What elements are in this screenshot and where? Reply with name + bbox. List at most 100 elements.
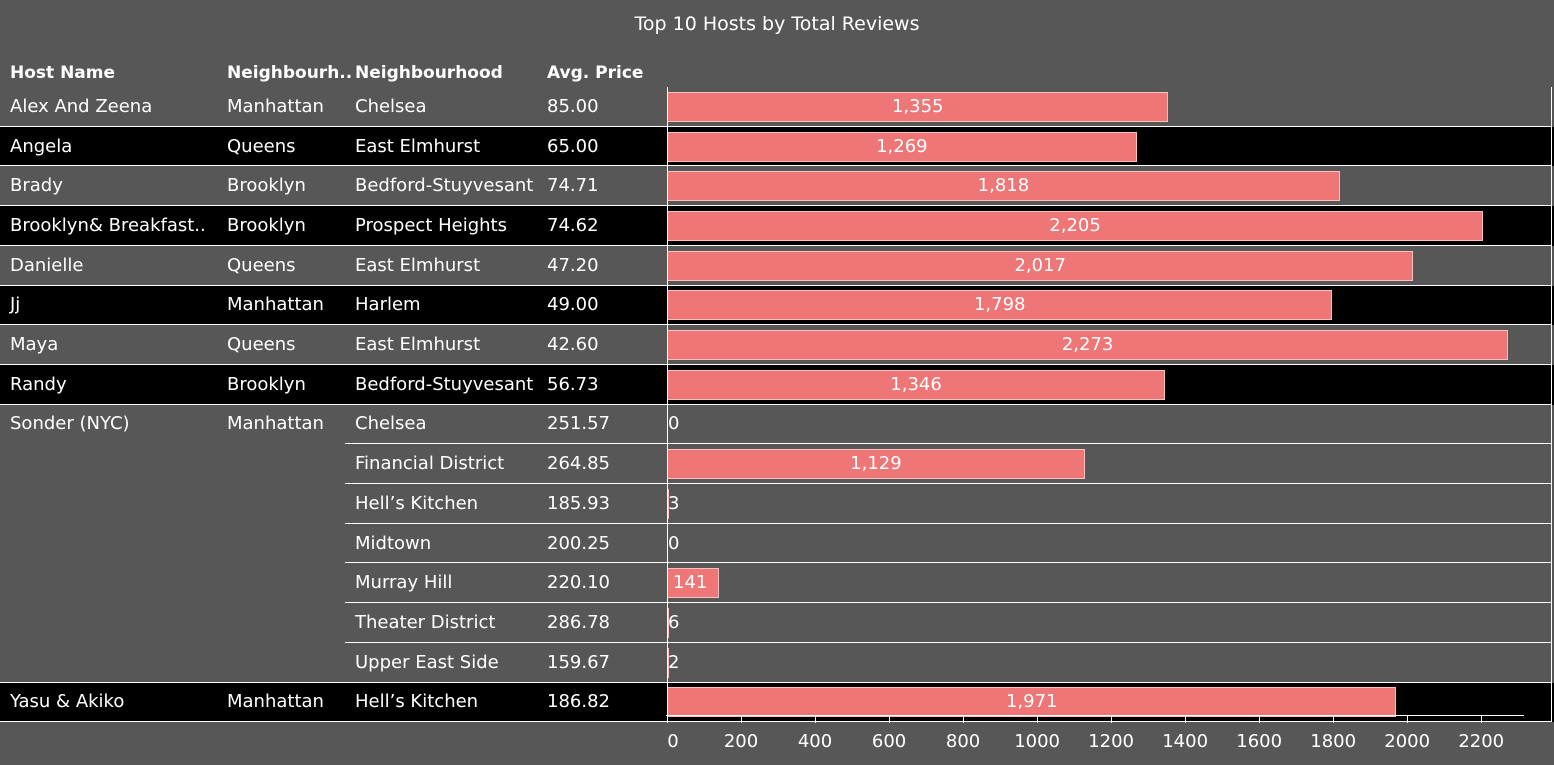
avg-price-cell[interactable]: 186.82 — [547, 691, 610, 713]
neighbourhood-cell[interactable]: Midtown — [355, 532, 432, 554]
bar-value-label: 1,346 — [890, 373, 942, 395]
avg-price-cell[interactable]: 47.20 — [547, 254, 599, 276]
neighbourhood-cell[interactable]: Hell’s Kitchen — [355, 691, 479, 713]
avg-price-cell[interactable]: 200.25 — [547, 532, 610, 554]
x-tick-mark — [1259, 715, 1261, 723]
neighbourhood-cell[interactable]: East Elmhurst — [355, 334, 481, 356]
bar-value-label: 1,971 — [1005, 691, 1058, 713]
x-tick-mark — [667, 715, 668, 723]
row-divider — [0, 205, 1551, 207]
neighbourhood-cell[interactable]: Harlem — [355, 294, 421, 316]
host-name-cell[interactable]: Maya — [10, 334, 59, 356]
bar-value-label: 1,355 — [891, 95, 944, 117]
host-name-cell[interactable]: Randy — [10, 373, 67, 395]
neighbourhood-cell[interactable]: Bedford-Stuyvesant — [355, 373, 534, 395]
x-tick-mark — [815, 715, 817, 723]
x-tick-mark — [1111, 715, 1113, 723]
bar-value-label: 6 — [668, 611, 680, 633]
row-divider — [0, 403, 1551, 405]
plot-left-border — [667, 87, 668, 723]
neighbourhood-group-cell[interactable]: Manhattan — [227, 413, 324, 435]
row-divider — [345, 522, 1551, 524]
x-tick-label: 600 — [871, 731, 907, 752]
review-bar[interactable] — [667, 210, 1484, 241]
neighbourhood-cell[interactable]: Bedford-Stuyvesant — [355, 175, 534, 197]
review-bar[interactable] — [667, 330, 1509, 361]
neighbourhood-cell[interactable]: Chelsea — [355, 413, 427, 435]
avg-price-cell[interactable]: 251.57 — [547, 413, 610, 435]
review-bar[interactable] — [667, 568, 720, 599]
avg-price-cell[interactable]: 85.00 — [547, 95, 599, 117]
neighbourhood-group-cell[interactable]: Manhattan — [227, 95, 324, 117]
avg-price-cell[interactable]: 264.85 — [547, 453, 610, 475]
neighbourhood-group-cell[interactable]: Brooklyn — [227, 175, 306, 197]
neighbourhood-group-cell[interactable]: Brooklyn — [227, 214, 306, 236]
row-divider — [0, 165, 1551, 167]
host-name-cell[interactable]: Sonder (NYC) — [10, 413, 130, 435]
neighbourhood-group-cell[interactable]: Queens — [227, 135, 296, 157]
neighbourhood-cell[interactable]: East Elmhurst — [355, 254, 481, 276]
header-avg-price[interactable]: Avg. Price — [547, 63, 644, 83]
row-divider — [0, 363, 1551, 365]
header-neighbourhood-group[interactable]: Neighbourh.. — [227, 63, 353, 83]
x-tick-label: 1600 — [1236, 731, 1283, 752]
avg-price-cell[interactable]: 74.62 — [547, 214, 599, 236]
review-bar[interactable] — [667, 91, 1169, 122]
neighbourhood-group-cell[interactable]: Queens — [227, 334, 296, 356]
review-bar[interactable] — [667, 250, 1414, 281]
x-tick-label: 1800 — [1310, 731, 1357, 752]
host-name-cell[interactable]: Brady — [10, 175, 63, 197]
row-divider — [0, 244, 1551, 246]
x-tick-mark — [1481, 715, 1483, 723]
row-divider — [345, 562, 1551, 564]
x-tick-label: 2200 — [1458, 731, 1505, 752]
neighbourhood-cell[interactable]: Theater District — [355, 611, 496, 633]
neighbourhood-cell[interactable]: Murray Hill — [355, 572, 453, 594]
x-tick-label: 2000 — [1384, 731, 1431, 752]
x-tick-label: 1400 — [1162, 731, 1209, 752]
header-neighbourhood[interactable]: Neighbourhood — [355, 63, 503, 83]
host-name-cell[interactable]: Jj — [10, 294, 21, 316]
avg-price-cell[interactable]: 74.71 — [547, 175, 599, 197]
neighbourhood-cell[interactable]: East Elmhurst — [355, 135, 481, 157]
host-name-cell[interactable]: Alex And Zeena — [10, 95, 153, 117]
x-tick-label: 200 — [723, 731, 759, 752]
bar-value-label: 2,273 — [1061, 334, 1114, 356]
review-bar[interactable] — [667, 290, 1333, 321]
neighbourhood-cell[interactable]: Upper East Side — [355, 651, 499, 673]
neighbourhood-cell[interactable]: Hell’s Kitchen — [355, 492, 479, 514]
avg-price-cell[interactable]: 56.73 — [547, 373, 599, 395]
row-divider — [0, 721, 1551, 723]
x-tick-label: 0 — [667, 731, 679, 752]
review-bar[interactable] — [667, 171, 1340, 202]
review-bar[interactable] — [667, 131, 1137, 162]
x-tick-label: 1200 — [1088, 731, 1135, 752]
x-tick-mark — [1333, 715, 1335, 723]
neighbourhood-group-cell[interactable]: Manhattan — [227, 691, 324, 713]
avg-price-cell[interactable]: 286.78 — [547, 611, 610, 633]
host-name-cell[interactable]: Angela — [10, 135, 73, 157]
x-tick-mark — [741, 715, 743, 723]
avg-price-cell[interactable]: 185.93 — [547, 492, 610, 514]
avg-price-cell[interactable]: 49.00 — [547, 294, 599, 316]
avg-price-cell[interactable]: 42.60 — [547, 334, 599, 356]
avg-price-cell[interactable]: 65.00 — [547, 135, 599, 157]
host-name-cell[interactable]: Yasu & Akiko — [10, 691, 125, 713]
review-bar[interactable] — [667, 687, 1397, 718]
bar-value-label: 2 — [668, 651, 680, 673]
row-divider — [0, 324, 1551, 326]
avg-price-cell[interactable]: 159.67 — [547, 651, 610, 673]
neighbourhood-cell[interactable]: Chelsea — [355, 95, 427, 117]
neighbourhood-group-cell[interactable]: Manhattan — [227, 294, 324, 316]
host-name-cell[interactable]: Brooklyn& Breakfast.. — [10, 214, 206, 236]
review-bar[interactable] — [667, 449, 1085, 480]
avg-price-cell[interactable]: 220.10 — [547, 572, 610, 594]
neighbourhood-cell[interactable]: Prospect Heights — [355, 214, 507, 236]
x-tick-mark — [963, 715, 965, 723]
header-host-name[interactable]: Host Name — [10, 63, 116, 83]
neighbourhood-cell[interactable]: Financial District — [355, 453, 505, 475]
neighbourhood-group-cell[interactable]: Queens — [227, 254, 296, 276]
review-bar[interactable] — [667, 369, 1166, 400]
neighbourhood-group-cell[interactable]: Brooklyn — [227, 373, 306, 395]
host-name-cell[interactable]: Danielle — [10, 254, 84, 276]
